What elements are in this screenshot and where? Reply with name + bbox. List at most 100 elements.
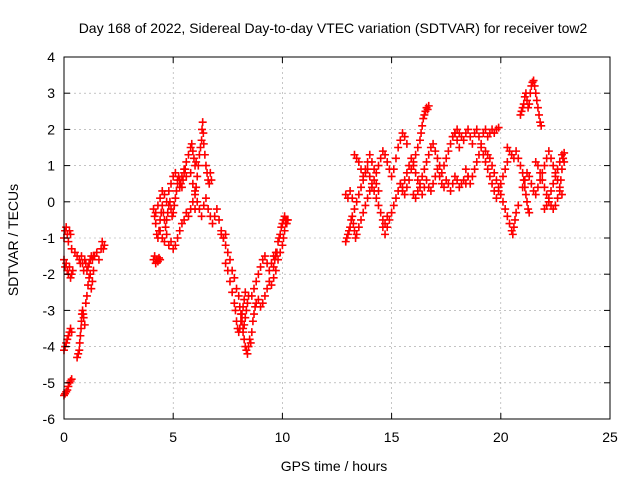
y-tick-label: -6 <box>43 411 56 427</box>
data-point <box>354 157 363 166</box>
data-point <box>532 96 541 105</box>
series-sat-f <box>73 266 98 362</box>
y-tick-label: -3 <box>43 302 56 318</box>
x-tick-label: 5 <box>169 429 177 445</box>
data-point <box>230 273 239 282</box>
data-point <box>184 212 193 221</box>
data-point <box>400 132 409 141</box>
x-tick-label: 20 <box>493 429 509 445</box>
data-point <box>73 353 82 362</box>
data-point <box>204 205 213 214</box>
data-point <box>537 121 546 130</box>
data-point <box>239 302 248 311</box>
series-sat-j <box>156 190 200 253</box>
data-point <box>367 179 376 188</box>
data-point <box>175 183 184 192</box>
data-point <box>342 234 351 242</box>
data-point <box>349 219 358 228</box>
data-point <box>396 179 405 188</box>
data-point <box>92 248 101 257</box>
data-point <box>239 328 248 337</box>
data-point <box>234 291 243 300</box>
data-point <box>66 376 75 385</box>
data-point <box>518 183 527 192</box>
data-point <box>361 165 370 174</box>
data-point <box>521 190 530 199</box>
data-point <box>531 89 540 98</box>
data-point <box>100 241 109 250</box>
data-point <box>191 186 200 195</box>
series-sat-c <box>60 324 76 355</box>
data-point <box>223 266 232 275</box>
data-point <box>348 194 357 203</box>
y-tick-label: 2 <box>47 121 55 137</box>
data-point <box>533 103 542 112</box>
data-point <box>201 161 210 170</box>
data-point <box>256 262 265 271</box>
x-axis-label: GPS time / hours <box>281 458 388 474</box>
data-point <box>383 157 392 166</box>
data-point <box>357 215 366 224</box>
data-point <box>542 201 551 210</box>
series-sat-v <box>396 101 433 199</box>
data-point <box>151 208 160 217</box>
data-point <box>210 212 219 221</box>
data-points <box>60 76 569 400</box>
data-point <box>498 172 507 181</box>
data-point <box>505 219 514 228</box>
data-point <box>276 230 285 239</box>
data-point <box>199 139 208 148</box>
data-point <box>260 252 269 261</box>
data-point <box>494 183 503 192</box>
data-point <box>468 139 477 148</box>
data-point <box>350 205 359 214</box>
data-point <box>525 100 534 109</box>
data-point <box>247 291 256 300</box>
data-point <box>153 201 162 210</box>
data-point <box>422 176 431 185</box>
data-point <box>448 179 457 188</box>
data-point <box>485 154 494 163</box>
y-tick-label: 4 <box>47 49 55 65</box>
data-point <box>250 284 259 293</box>
data-point <box>150 212 159 221</box>
data-point <box>198 125 207 134</box>
data-point <box>64 382 73 391</box>
data-point <box>156 255 165 264</box>
data-point <box>525 172 534 181</box>
data-point <box>509 223 518 232</box>
data-point <box>514 154 523 163</box>
data-point <box>63 335 72 344</box>
series-sat-af <box>540 150 569 214</box>
data-point <box>536 118 545 127</box>
data-point <box>508 230 517 239</box>
data-point <box>167 179 176 188</box>
data-point <box>481 157 490 166</box>
data-point <box>267 281 276 290</box>
data-point <box>167 237 176 246</box>
data-point <box>418 190 427 199</box>
data-point <box>411 168 420 177</box>
series-sat-y <box>448 123 503 148</box>
data-point <box>474 132 483 141</box>
data-point <box>556 176 565 185</box>
data-point <box>219 234 228 242</box>
data-point <box>66 273 75 282</box>
data-point <box>254 295 263 304</box>
data-point <box>215 215 224 224</box>
data-point <box>514 201 523 210</box>
data-point <box>472 125 481 134</box>
data-point <box>498 197 507 206</box>
data-point <box>446 186 455 195</box>
data-point <box>177 172 186 181</box>
data-point <box>248 317 257 326</box>
data-point <box>151 219 160 228</box>
data-point <box>240 295 249 304</box>
data-point <box>411 194 420 203</box>
data-point <box>374 201 383 210</box>
data-point <box>517 107 526 116</box>
data-point <box>67 375 76 384</box>
data-point <box>269 262 278 271</box>
data-point <box>341 237 350 246</box>
